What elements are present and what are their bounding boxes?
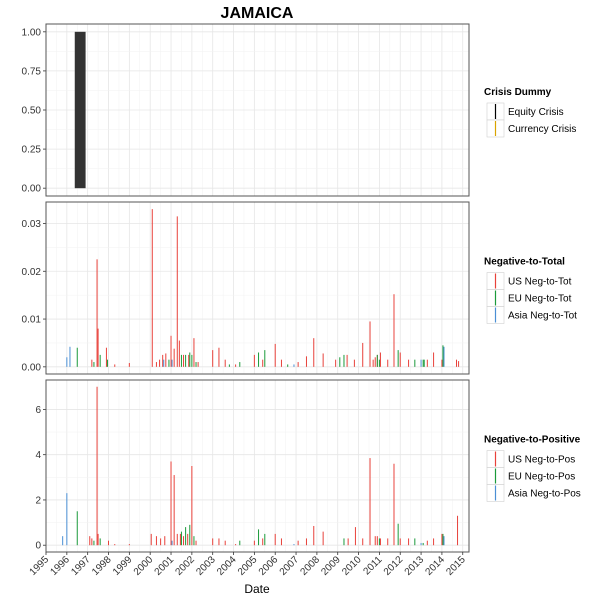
y-tick-label: 0.75 <box>22 66 42 77</box>
x-tick-label: 2015 <box>444 554 468 578</box>
x-tick-label: 2009 <box>319 554 343 578</box>
x-tick-label: 1999 <box>111 554 135 578</box>
legend-neg-to-positive: Negative-to-Positive US Neg-to-Pos EU Neg-… <box>484 435 581 502</box>
chart-title: JAMAICA <box>221 5 294 22</box>
x-tick-label: 2002 <box>173 554 197 578</box>
panel-frame <box>45 23 470 197</box>
y-tick-label: 1.00 <box>22 27 42 38</box>
legends: Crisis Dummy Equity Crisis Currency Crisis… <box>484 87 581 502</box>
x-tick-label: 2001 <box>153 554 177 578</box>
legend-title: Negative-to-Positive <box>484 435 581 446</box>
panel-neg-to-positive: 0 2 4 6 <box>35 379 470 553</box>
legend-entry: US Neg-to-Pos <box>508 455 575 466</box>
y-tick-label: 2 <box>35 495 41 506</box>
x-tick-label: 2004 <box>215 554 239 578</box>
x-tick-label: 1997 <box>69 554 93 578</box>
panels: 0.00 0.25 0.50 0.75 1.00 0.00 0.01 0.02 0.03 0 2 4 6 <box>22 23 470 553</box>
y-tick-label: 0.00 <box>22 184 42 195</box>
x-tick-label: 2000 <box>132 554 156 578</box>
x-tick-label: 2003 <box>194 554 218 578</box>
y-tick-label: 0.01 <box>22 315 42 326</box>
panel-background <box>46 202 469 374</box>
y-tick-label: 0 <box>35 541 41 552</box>
x-tick-label: 2010 <box>340 554 364 578</box>
x-tick-label: 2008 <box>298 554 322 578</box>
x-tick-label: 2007 <box>278 554 302 578</box>
legend-title: Crisis Dummy <box>484 87 552 98</box>
x-axis: 1995199619971998199920002001200220032004… <box>28 552 468 578</box>
x-tick-label: 2012 <box>382 554 406 578</box>
y-tick-label: 0.02 <box>22 267 42 278</box>
x-tick-label: 2011 <box>362 554 385 577</box>
x-tick-label: 2014 <box>424 554 448 578</box>
y-tick-label: 0.25 <box>22 145 42 156</box>
x-tick-label: 1995 <box>28 554 52 578</box>
panel-frame <box>45 379 470 553</box>
y-tick-label: 0.00 <box>22 362 42 373</box>
x-axis-label: Date <box>244 582 270 596</box>
legend-entry: Asia Neg-to-Tot <box>508 311 577 322</box>
panel-crisis: 0.00 0.25 0.50 0.75 1.00 <box>22 23 470 197</box>
panel-background <box>46 380 469 552</box>
legend-crisis: Crisis Dummy Equity Crisis Currency Crisis <box>484 87 576 138</box>
y-tick-label: 0.50 <box>22 106 42 117</box>
y-tick-label: 0.03 <box>22 219 42 230</box>
legend-entry: Currency Crisis <box>508 124 576 135</box>
x-tick-label: 1996 <box>48 554 72 578</box>
y-tick-label: 6 <box>35 405 41 416</box>
legend-entry: EU Neg-to-Pos <box>508 472 575 483</box>
x-tick-label: 2006 <box>257 554 281 578</box>
legend-title: Negative-to-Total <box>484 257 565 268</box>
panel-frame <box>45 201 470 375</box>
legend-entry: Equity Crisis <box>508 107 564 118</box>
y-tick-label: 4 <box>35 450 41 461</box>
x-tick-label: 1998 <box>90 554 114 578</box>
legend-entry: Asia Neg-to-Pos <box>508 489 581 500</box>
x-tick-label: 2005 <box>236 554 260 578</box>
crisis-block <box>74 31 86 189</box>
x-tick-label: 2013 <box>403 554 427 578</box>
legend-entry: EU Neg-to-Tot <box>508 294 572 305</box>
legend-entry: US Neg-to-Tot <box>508 277 572 288</box>
panel-neg-to-total: 0.00 0.01 0.02 0.03 <box>22 201 470 375</box>
legend-neg-to-total: Negative-to-Total US Neg-to-Tot EU Neg-to-… <box>484 257 577 324</box>
